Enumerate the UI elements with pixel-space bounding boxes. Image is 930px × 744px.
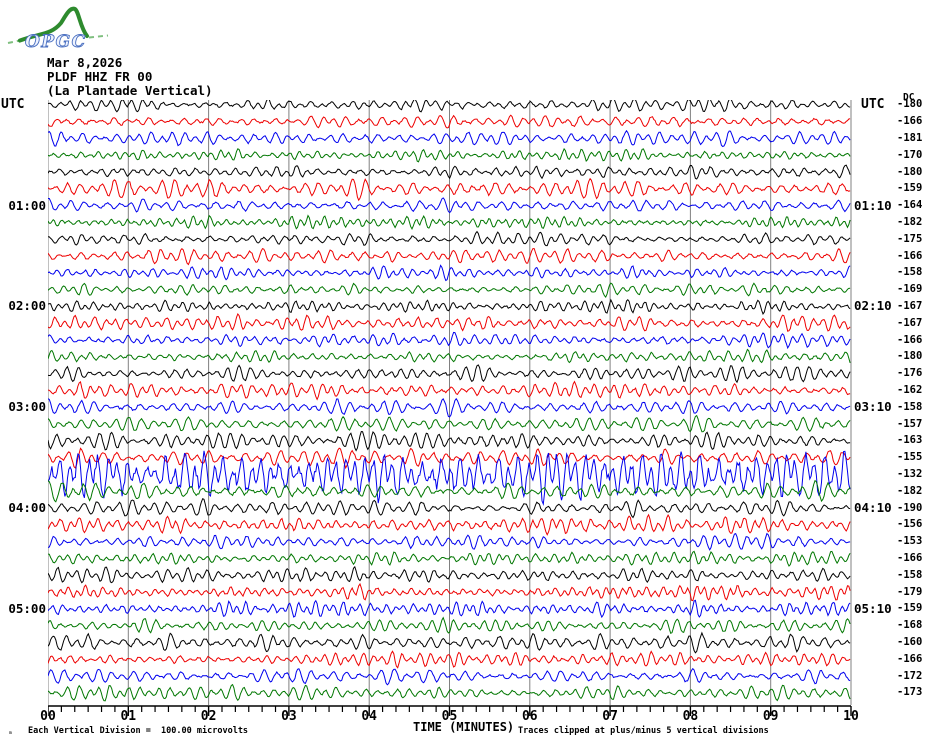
trace-row-05:10 — [48, 616, 851, 634]
dc-value: -168 — [897, 619, 923, 632]
trace-row-05:40 — [48, 667, 851, 686]
dc-value: -180 — [897, 350, 923, 363]
trace-row-01:20 — [48, 230, 851, 247]
dc-value: -153 — [897, 535, 923, 548]
trace-row-05:20 — [48, 631, 851, 654]
trace-row-04:50 — [48, 582, 851, 602]
trace-row-01:30 — [48, 247, 851, 266]
opgc-logo: OPGC — [7, 6, 109, 52]
dc-value: -166 — [897, 333, 923, 346]
dc-value: -158 — [897, 400, 923, 413]
dc-value: -163 — [897, 434, 923, 447]
trace-row-03:00 — [48, 397, 851, 418]
dc-value: -175 — [897, 232, 923, 245]
trace-row-04:00 — [48, 497, 851, 519]
left-time-label: 05:00 — [8, 600, 46, 616]
dc-value: -179 — [897, 585, 923, 598]
dc-value: -166 — [897, 249, 923, 262]
trace-row-01:10 — [48, 214, 851, 231]
trace-row-02:30 — [48, 348, 851, 364]
utc-label-right: UTC — [861, 97, 885, 112]
trace-row-02:00 — [48, 298, 851, 315]
station-code: PLDF HHZ FR 00 — [47, 69, 153, 84]
right-time-label: 01:10 — [854, 197, 892, 213]
dc-value: -167 — [897, 299, 923, 312]
dc-column-header: DC — [903, 92, 915, 103]
dc-value: -182 — [897, 484, 923, 497]
logo-dash-left — [7, 39, 21, 44]
trace-row-01:50 — [48, 282, 851, 299]
trace-row-01:00 — [48, 197, 851, 214]
trace-row-04:10 — [48, 513, 851, 536]
trace-row-02:40 — [48, 364, 851, 384]
right-time-label: 02:10 — [854, 298, 892, 314]
trace-row-04:40 — [48, 565, 851, 584]
dc-value: -157 — [897, 417, 923, 430]
trace-row-03:10 — [48, 414, 851, 433]
left-time-label: 02:00 — [8, 298, 46, 314]
dc-value: -172 — [897, 669, 923, 682]
trace-row-03:40 — [48, 450, 851, 506]
dc-value: -190 — [897, 501, 923, 514]
plot-date: Mar 8,2026 — [47, 55, 123, 70]
trace-row-03:20 — [48, 430, 851, 452]
trace-row-01:40 — [48, 264, 851, 282]
dc-value: -158 — [897, 266, 923, 279]
trace-row-00:00 — [48, 100, 851, 113]
logo-mountain-curve — [18, 6, 89, 43]
dc-value: -167 — [897, 316, 923, 329]
dc-value: -176 — [897, 367, 923, 380]
trace-row-02:50 — [48, 380, 851, 401]
trace-row-05:30 — [48, 650, 851, 669]
utc-label-left: UTC — [1, 97, 25, 112]
left-time-label: 04:00 — [8, 500, 46, 516]
right-time-label: 04:10 — [854, 500, 892, 516]
dc-value: -132 — [897, 468, 923, 481]
dc-value: -162 — [897, 383, 923, 396]
dc-value: -170 — [897, 148, 923, 161]
scale-note: Each Vertical Division = 100.00 microvol… — [28, 726, 249, 736]
dc-value: -164 — [897, 199, 923, 212]
dc-value: -173 — [897, 686, 923, 699]
trace-row-02:20 — [48, 331, 851, 350]
dc-value: -155 — [897, 451, 923, 464]
dc-value: -158 — [897, 568, 923, 581]
right-time-label: 03:10 — [854, 399, 892, 415]
dc-value: -166 — [897, 115, 923, 128]
trace-row-00:30 — [48, 147, 851, 163]
seismogram-plot — [48, 100, 852, 716]
trace-row-00:20 — [48, 129, 851, 148]
trace-row-04:20 — [48, 532, 851, 551]
dc-value: -159 — [897, 182, 923, 195]
dc-value: -181 — [897, 131, 923, 144]
trace-row-03:50 — [48, 479, 851, 503]
dc-value: -169 — [897, 283, 923, 296]
clip-note: Traces clipped at plus/minus 5 vertical … — [518, 726, 769, 736]
trace-row-00:50 — [48, 177, 851, 202]
trace-row-00:40 — [48, 164, 851, 180]
trace-row-05:50 — [48, 683, 851, 702]
dc-value: -182 — [897, 215, 923, 228]
x-axis-title: TIME (MINUTES) — [413, 720, 515, 734]
dc-value: -159 — [897, 602, 923, 615]
trace-row-00:10 — [48, 114, 851, 129]
dc-value: -166 — [897, 652, 923, 665]
left-time-label: 01:00 — [8, 197, 46, 213]
plotter-mark: ₘ — [8, 727, 13, 736]
dc-value: -166 — [897, 552, 923, 565]
logo-dash-right — [88, 34, 109, 39]
right-time-label: 05:10 — [854, 600, 892, 616]
trace-row-02:10 — [48, 313, 851, 332]
trace-row-04:30 — [48, 550, 851, 567]
trace-row-03:30 — [48, 447, 851, 470]
dc-value: -180 — [897, 165, 923, 178]
left-time-label: 03:00 — [8, 399, 46, 415]
logo-text: OPGC — [25, 32, 87, 52]
trace-row-05:00 — [48, 599, 851, 619]
dc-value: -160 — [897, 636, 923, 649]
station-name: (La Plantade Vertical) — [47, 83, 213, 98]
dc-value: -156 — [897, 518, 923, 531]
